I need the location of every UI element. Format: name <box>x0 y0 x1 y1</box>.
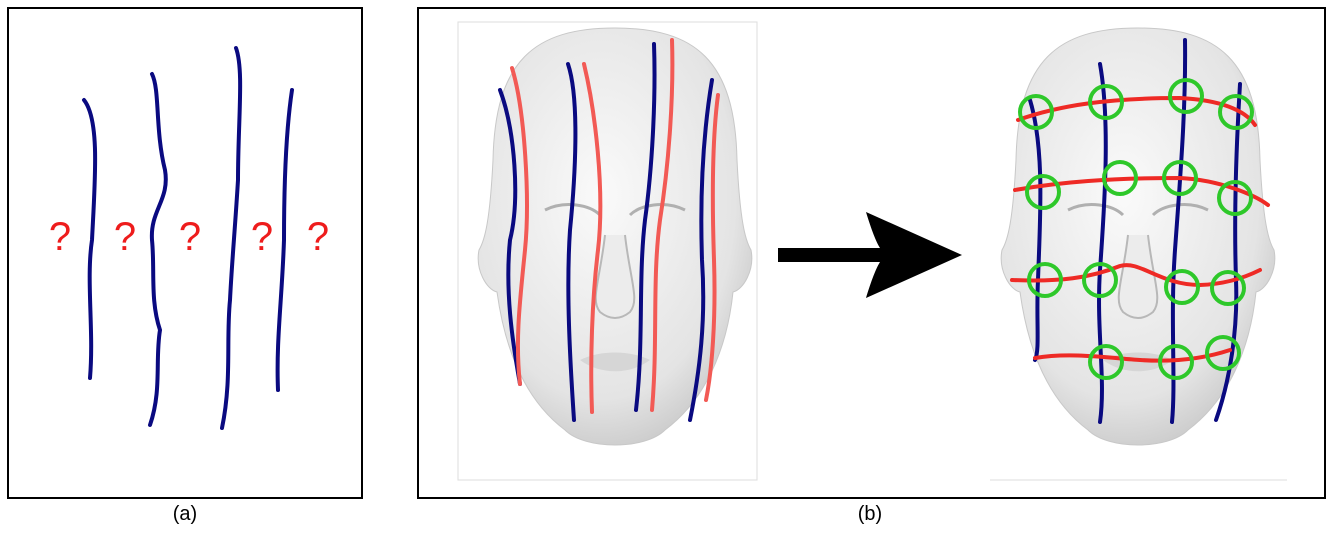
view-frame <box>457 21 758 481</box>
unknown-mark: ? <box>179 215 201 259</box>
ring <box>1018 94 1054 130</box>
unknown-mark: ? <box>251 215 273 259</box>
unknown-mark: ? <box>114 215 136 259</box>
caption: (b) <box>858 503 882 525</box>
ring <box>1164 269 1200 305</box>
curve <box>220 46 243 430</box>
ring <box>1210 270 1246 306</box>
correspondences <box>1018 78 1254 380</box>
ring <box>1088 344 1124 380</box>
strokes-left <box>498 38 720 422</box>
ring <box>1168 78 1204 114</box>
ring <box>1217 180 1253 216</box>
ring <box>1082 262 1118 298</box>
curve <box>275 88 294 392</box>
curve <box>148 72 168 427</box>
ring <box>1158 344 1194 380</box>
ring <box>1088 84 1124 120</box>
arrow <box>778 212 962 298</box>
unknown-mark: ? <box>49 215 71 259</box>
curve <box>82 98 98 380</box>
caption: (a) <box>173 503 197 525</box>
ring <box>1027 262 1063 298</box>
unknown-mark: ? <box>307 215 329 259</box>
panel-b-frame <box>417 7 1326 499</box>
panel-a-frame <box>7 7 363 499</box>
ring <box>1102 160 1138 196</box>
ring <box>1162 160 1198 196</box>
ring <box>1218 94 1254 130</box>
ring <box>1025 174 1061 210</box>
ring <box>1205 335 1241 371</box>
